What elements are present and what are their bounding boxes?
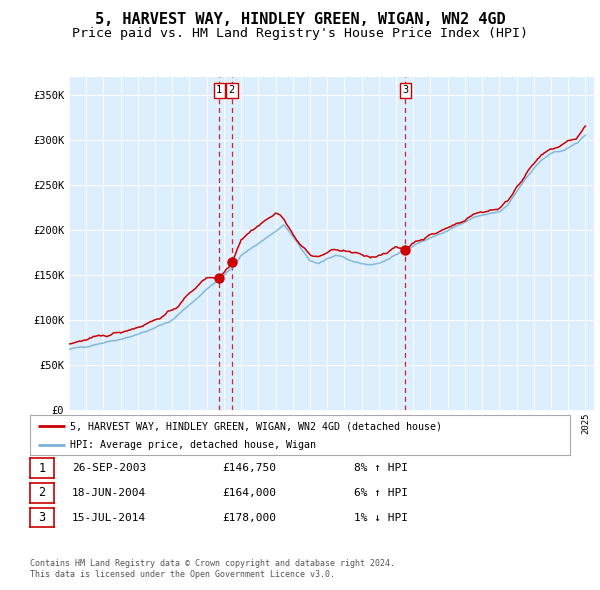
Text: 2: 2 <box>38 486 46 500</box>
Text: 1: 1 <box>216 85 223 95</box>
Text: Price paid vs. HM Land Registry's House Price Index (HPI): Price paid vs. HM Land Registry's House … <box>72 27 528 40</box>
Text: 3: 3 <box>38 511 46 525</box>
Text: 5, HARVEST WAY, HINDLEY GREEN, WIGAN, WN2 4GD: 5, HARVEST WAY, HINDLEY GREEN, WIGAN, WN… <box>95 12 505 27</box>
Text: 1% ↓ HPI: 1% ↓ HPI <box>354 513 408 523</box>
Text: 2: 2 <box>229 85 235 95</box>
Text: HPI: Average price, detached house, Wigan: HPI: Average price, detached house, Wiga… <box>71 440 317 450</box>
Text: 18-JUN-2004: 18-JUN-2004 <box>72 489 146 498</box>
Text: 3: 3 <box>402 85 409 95</box>
Text: 8% ↑ HPI: 8% ↑ HPI <box>354 464 408 473</box>
Text: 5, HARVEST WAY, HINDLEY GREEN, WIGAN, WN2 4GD (detached house): 5, HARVEST WAY, HINDLEY GREEN, WIGAN, WN… <box>71 421 443 431</box>
Text: This data is licensed under the Open Government Licence v3.0.: This data is licensed under the Open Gov… <box>30 571 335 579</box>
Text: 15-JUL-2014: 15-JUL-2014 <box>72 513 146 523</box>
Text: Contains HM Land Registry data © Crown copyright and database right 2024.: Contains HM Land Registry data © Crown c… <box>30 559 395 568</box>
Text: 1: 1 <box>38 461 46 475</box>
Text: £146,750: £146,750 <box>222 464 276 473</box>
Text: £178,000: £178,000 <box>222 513 276 523</box>
Text: 26-SEP-2003: 26-SEP-2003 <box>72 464 146 473</box>
Text: 6% ↑ HPI: 6% ↑ HPI <box>354 489 408 498</box>
Text: £164,000: £164,000 <box>222 489 276 498</box>
